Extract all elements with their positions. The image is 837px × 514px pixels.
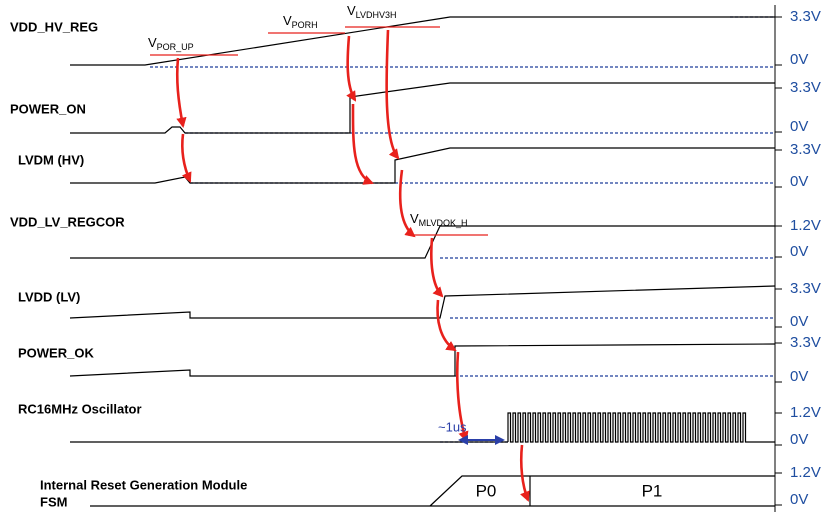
threshold-symbol: V <box>148 35 157 50</box>
threshold-subscript: LVDHV3H <box>356 10 397 20</box>
threshold-subscript: POR_UP <box>157 42 194 52</box>
phase-label: P0 <box>476 481 497 500</box>
signal-name: RC16MHz Oscillator <box>18 401 142 416</box>
threshold-label: VPOR_UP <box>148 35 194 52</box>
level-low: 0V <box>790 243 808 260</box>
threshold-label: VLVDHV3H <box>347 3 397 20</box>
signal-name: LVDM (HV) <box>18 152 84 167</box>
level-high: 1.2V <box>790 464 821 481</box>
threshold-subscript: MLVDOK_H <box>419 218 468 228</box>
signal-name: POWER_ON <box>10 101 86 116</box>
delay-label: ~1us <box>438 419 467 434</box>
level-low: 0V <box>790 51 808 68</box>
level-high: 3.3V <box>790 79 821 96</box>
level-low: 0V <box>790 173 808 190</box>
causality-arrows <box>175 29 530 502</box>
signal-name: POWER_OK <box>18 345 94 360</box>
waveforms <box>69 16 776 507</box>
level-high: 3.3V <box>790 8 821 25</box>
level-high: 1.2V <box>790 404 821 421</box>
signal-name: LVDD (LV) <box>18 289 80 304</box>
signal-name: VDD_LV_REGCOR <box>10 214 125 229</box>
level-high: 3.3V <box>790 141 821 158</box>
phase-label: P1 <box>642 481 663 500</box>
threshold-symbol: V <box>283 13 292 28</box>
threshold-symbol: V <box>410 211 419 226</box>
threshold-underlines <box>150 26 488 236</box>
signal-name: FSM <box>40 494 67 509</box>
threshold-subscript: PORH <box>292 20 318 30</box>
level-low: 0V <box>790 491 808 508</box>
level-low: 0V <box>790 431 808 448</box>
level-low: 0V <box>790 368 808 385</box>
threshold-label: VPORH <box>283 13 318 30</box>
level-high: 3.3V <box>790 334 821 351</box>
signal-name: VDD_HV_REG <box>10 19 98 34</box>
clock-wave <box>507 412 775 443</box>
reference-lines <box>150 16 775 443</box>
level-low: 0V <box>790 313 808 330</box>
level-high: 1.2V <box>790 217 821 234</box>
labels: VDD_HV_REG 3.3V 0V POWER_ON 3.3V 0V LVDM (HV) 3… <box>10 3 821 509</box>
signal-name: Internal Reset Generation Module <box>40 477 247 492</box>
level-low: 0V <box>790 118 808 135</box>
threshold-label: VMLVDOK_H <box>410 211 468 228</box>
threshold-symbol: V <box>347 3 356 18</box>
level-high: 3.3V <box>790 280 821 297</box>
